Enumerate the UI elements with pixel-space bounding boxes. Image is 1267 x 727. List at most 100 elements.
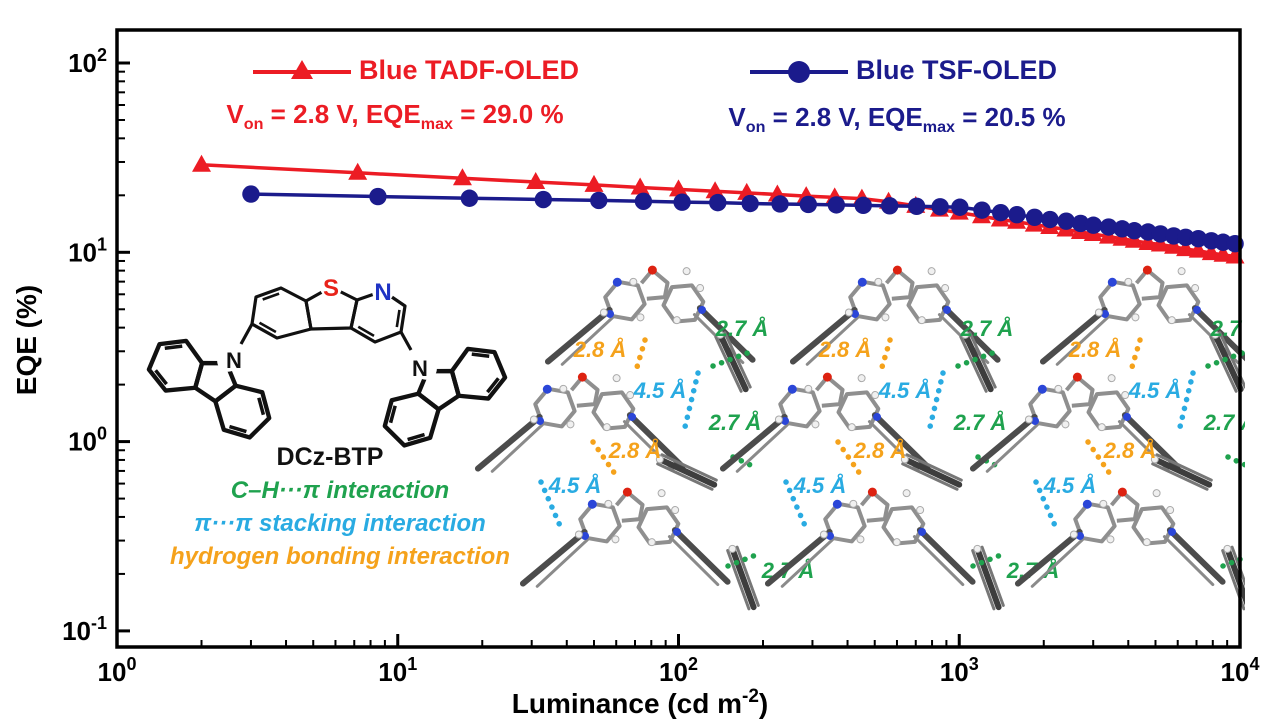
- distance-label-pi-pi: 4.5 Å: [1043, 473, 1097, 498]
- pi-pi-dotted-line: [1033, 479, 1059, 531]
- x-axis-tick-label: 103: [940, 654, 979, 687]
- packing-molecule: [474, 372, 686, 473]
- carbazole-n-left-label: N: [226, 348, 242, 373]
- tadf-data-point: [1201, 243, 1221, 261]
- nitrogen-atom: [542, 384, 552, 394]
- ring-bond: [193, 360, 238, 404]
- tsf-data-point: [1099, 218, 1118, 236]
- nitrogen-atom: [1076, 531, 1085, 540]
- tsf-data-point: [827, 196, 846, 214]
- hydrogen-atom: [602, 423, 611, 432]
- hydrogen-atom: [604, 499, 613, 508]
- interaction-key-line-2: hydrogen bonding interaction: [170, 543, 510, 570]
- carbazole-group: [382, 346, 508, 448]
- y-axis-tick-label: 102: [68, 45, 107, 78]
- double-bond: [154, 369, 168, 386]
- distance-label-pi-pi: 4.5 Å: [633, 378, 687, 403]
- tsf-data-point: [741, 194, 759, 213]
- tsf-data-point: [1071, 214, 1090, 233]
- packing-molecule: [969, 372, 1181, 473]
- hydrogen-atom: [1024, 415, 1033, 424]
- hydrogen-atom: [574, 530, 583, 539]
- nitrogen-atom: [1193, 305, 1202, 314]
- distance-label-h-bond: 2.8 Å: [1068, 337, 1122, 362]
- tsf-data-point: [951, 198, 969, 216]
- double-bond: [407, 432, 426, 442]
- ring-bond: [449, 346, 508, 401]
- h-bond-dotted-line: [1085, 439, 1113, 477]
- oxygen-atom: [647, 265, 657, 275]
- tsf-legend-label: Blue TSF-OLED: [856, 55, 1057, 85]
- tsf-data-point: [1176, 228, 1195, 247]
- tadf-legend-triangle-icon: [291, 59, 313, 79]
- hydrogen-atom: [1167, 316, 1176, 325]
- double-bond: [357, 325, 375, 338]
- atom-mask: [320, 276, 342, 298]
- ring-bond: [250, 286, 313, 340]
- distance-label-h-bond: 2.8 Å: [1103, 438, 1157, 463]
- hydrogen-atom: [916, 506, 925, 515]
- tadf-data-point: [1188, 240, 1208, 258]
- tsf-data-point: [242, 185, 260, 203]
- oxygen-atom: [1117, 487, 1127, 497]
- tadf-data-point: [669, 179, 688, 197]
- h-bond-dotted-line: [835, 439, 863, 477]
- hydrogen-atom: [626, 391, 635, 400]
- hydrogen-atom: [611, 535, 620, 544]
- y-axis-tick-label: 101: [68, 234, 107, 267]
- hydrogen-atom: [1152, 489, 1161, 498]
- tsf-data-point: [1084, 216, 1103, 234]
- hydrogen-atom: [881, 313, 890, 322]
- tsf-data-point: [907, 197, 926, 215]
- double-bond: [258, 321, 277, 334]
- tsf-data-point: [709, 193, 727, 212]
- tadf-data-point: [526, 172, 546, 190]
- hydrogen-atom: [1191, 284, 1200, 293]
- double-bond: [228, 424, 247, 434]
- tadf-data-point: [1150, 234, 1170, 252]
- hydrogen-atom: [917, 316, 926, 325]
- x-axis-tick-label: 104: [1221, 654, 1260, 687]
- ring-bond: [146, 338, 205, 393]
- double-bond: [262, 292, 280, 301]
- hydrogen-atom: [671, 506, 680, 515]
- hydrogen-atom: [1177, 267, 1186, 276]
- nitrogen-atom: [857, 277, 867, 287]
- tsf-data-point: [931, 198, 949, 216]
- hydrogen-atom: [682, 267, 691, 276]
- hydrogen-atom: [1131, 313, 1140, 322]
- pyridine-nitrogen-label: N: [374, 279, 391, 306]
- distance-label-ch-pi: 2.7 Å: [715, 316, 769, 341]
- hydrogen-atom: [1166, 506, 1175, 515]
- carbazole-n-right-label: N: [412, 356, 428, 381]
- double-bond: [471, 352, 490, 358]
- oxygen-atom: [577, 372, 587, 382]
- tsf-data-point: [771, 195, 789, 213]
- y-axis-tick-label: 100: [68, 424, 107, 457]
- x-axis-tick-label: 102: [659, 654, 698, 687]
- tsf-data-point: [992, 203, 1010, 222]
- nitrogen-atom: [1123, 412, 1132, 421]
- distance-label-h-bond: 2.8 Å: [853, 438, 907, 463]
- hydrogen-atom: [892, 538, 901, 547]
- packing-molecule: [789, 265, 1001, 366]
- ring-bond: [416, 368, 461, 412]
- nitrogen-atom: [918, 527, 927, 536]
- hydrogen-atom: [529, 415, 538, 424]
- double-bond: [486, 377, 500, 394]
- hydrogen-atom: [1094, 308, 1103, 317]
- nitrogen-atom: [612, 277, 622, 287]
- tadf-data-point: [348, 162, 368, 180]
- hydrogen-atom: [804, 384, 813, 393]
- ch-pi-dotted-line: [970, 550, 1009, 569]
- tadf-data-point: [192, 154, 212, 172]
- distance-label-pi-pi: 4.5 Å: [793, 473, 847, 498]
- distance-label-pi-pi: 4.5 Å: [1128, 378, 1182, 403]
- hydrogen-atom: [902, 489, 911, 498]
- legend-tadf: Blue TADF-OLED: [251, 55, 579, 86]
- distance-label-h-bond: 2.8 Å: [608, 438, 662, 463]
- legend-tsf: Blue TSF-OLED: [748, 55, 1057, 86]
- tsf-data-point: [369, 187, 387, 206]
